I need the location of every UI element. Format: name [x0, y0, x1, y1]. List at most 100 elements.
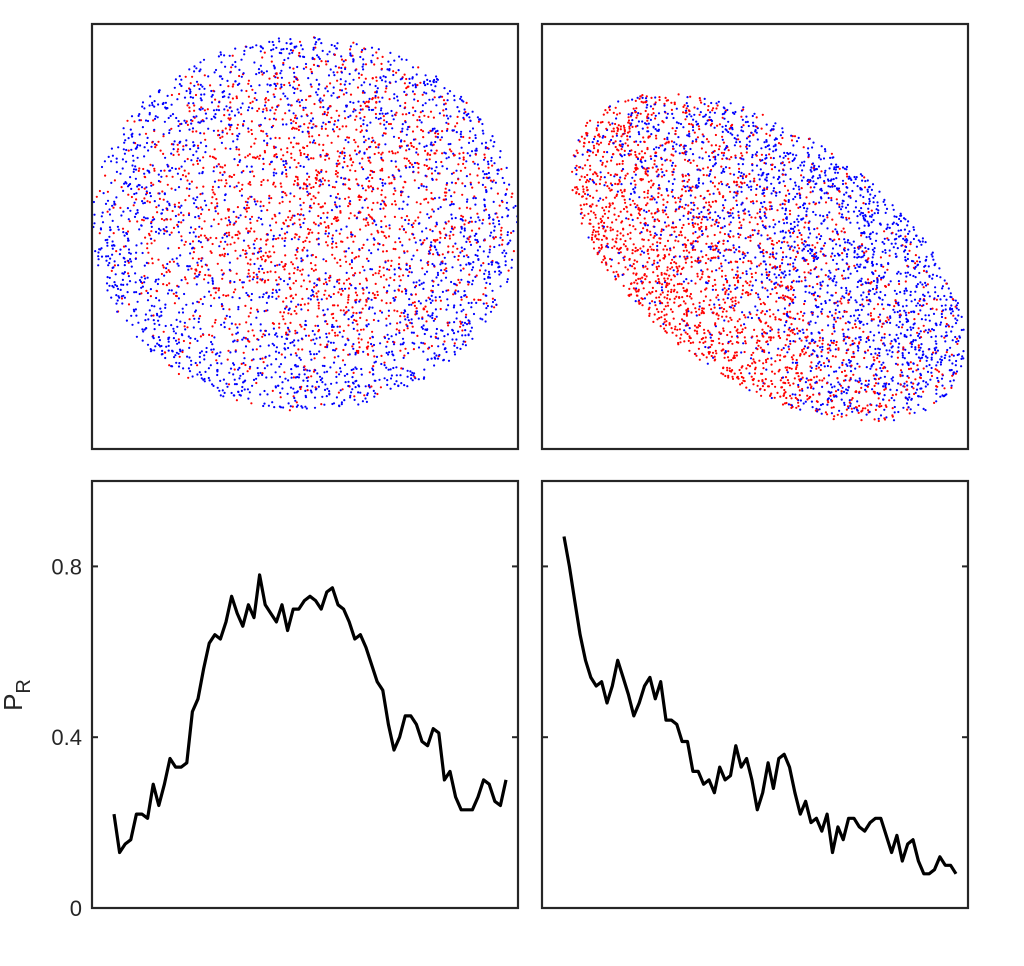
scatter-point-blue — [459, 231, 462, 234]
scatter-point-blue — [433, 364, 436, 367]
scatter-point-red — [209, 236, 212, 239]
scatter-point-red — [115, 250, 118, 253]
scatter-point-blue — [417, 346, 421, 349]
scatter-point-red — [162, 152, 165, 155]
scatter-point-red — [370, 233, 373, 236]
scatter-point-blue — [331, 402, 334, 406]
scatter-point-blue — [498, 223, 501, 226]
scatter-point-red — [450, 200, 453, 203]
scatter-point-blue — [144, 319, 147, 322]
scatter-point-red — [313, 58, 316, 61]
scatter-point-blue — [442, 359, 445, 362]
scatter-point-blue — [236, 135, 240, 138]
scatter-point-red — [441, 253, 444, 256]
scatter-point-red — [439, 232, 442, 235]
scatter-point-red — [342, 348, 345, 352]
scatter-point-blue — [291, 51, 294, 54]
scatter-point-blue — [486, 304, 489, 308]
scatter-point-blue — [399, 321, 402, 324]
scatter-point-blue — [362, 168, 365, 171]
scatter-point-red — [207, 274, 210, 277]
scatter-point-blue — [233, 158, 236, 161]
scatter-point-red — [288, 200, 291, 203]
scatter-point-red — [367, 159, 370, 162]
scatter-point-blue — [431, 262, 434, 266]
scatter-point-red — [323, 221, 326, 224]
scatter-point-blue — [168, 169, 171, 172]
scatter-point-red — [182, 214, 185, 217]
scatter-point-red — [457, 178, 460, 181]
scatter-point-red — [245, 227, 248, 230]
scatter-point-blue — [315, 380, 319, 383]
scatter-point-blue — [503, 255, 506, 258]
scatter-point-blue — [399, 78, 402, 81]
scatter-point-red — [153, 169, 156, 172]
scatter-point-blue — [261, 373, 264, 376]
scatter-point-blue — [163, 232, 166, 235]
scatter-point-red — [262, 333, 265, 336]
scatter-point-red — [309, 68, 312, 71]
scatter-point-red — [367, 156, 370, 159]
scatter-point-blue — [474, 197, 477, 200]
scatter-point-blue — [317, 385, 320, 388]
scatter-point-red — [143, 175, 146, 178]
scatter-point-blue — [343, 151, 346, 154]
scatter-point-blue — [235, 146, 238, 149]
scatter-point-blue — [460, 226, 463, 229]
scatter-point-blue — [429, 301, 432, 304]
scatter-point-blue — [315, 283, 318, 287]
scatter-point-blue — [343, 313, 346, 316]
scatter-point-red — [726, 366, 729, 369]
scatter-point-blue — [343, 374, 346, 377]
scatter-point-blue — [490, 263, 493, 266]
scatter-point-blue — [295, 100, 299, 103]
scatter-point-red — [230, 175, 233, 179]
scatter-point-blue — [237, 390, 240, 393]
scatter-point-red — [215, 359, 218, 362]
scatter-point-red — [425, 164, 428, 167]
scatter-point-red — [355, 298, 358, 301]
scatter-point-red — [146, 200, 149, 203]
scatter-point-red — [246, 262, 249, 265]
scatter-point-red — [302, 146, 305, 149]
scatter-point-blue — [270, 376, 273, 379]
scatter-point-red — [242, 123, 245, 126]
scatter-point-red — [247, 182, 250, 185]
scatter-point-blue — [398, 331, 401, 334]
scatter-point-blue — [375, 91, 378, 94]
scatter-point-red — [170, 231, 173, 234]
scatter-point-red — [414, 293, 417, 296]
scatter-point-blue — [360, 373, 363, 376]
scatter-point-red — [427, 115, 430, 118]
scatter-point-blue — [325, 332, 328, 335]
scatter-point-red — [326, 235, 330, 238]
scatter-point-blue — [467, 141, 471, 144]
scatter-point-blue — [498, 156, 502, 159]
scatter-point-blue — [423, 145, 426, 148]
scatter-point-red — [663, 318, 667, 321]
scatter-point-blue — [459, 251, 462, 254]
scatter-point-red — [257, 107, 261, 110]
scatter-point-blue — [458, 110, 461, 113]
scatter-point-red — [219, 165, 222, 168]
scatter-point-red — [432, 198, 435, 201]
scatter-point-blue — [151, 104, 154, 107]
scatter-point-blue — [349, 396, 352, 399]
scatter-point-red — [155, 144, 158, 147]
scatter-point-blue — [954, 322, 958, 325]
scatter-point-blue — [425, 328, 428, 332]
scatter-point-blue — [173, 86, 176, 89]
scatter-point-red — [180, 221, 183, 224]
scatter-point-red — [308, 135, 311, 138]
scatter-point-red — [845, 216, 848, 219]
scatter-point-red — [185, 187, 188, 190]
scatter-point-blue — [170, 152, 173, 155]
scatter-point-blue — [359, 55, 362, 59]
scatter-point-red — [241, 286, 244, 289]
scatter-point-blue — [138, 113, 141, 116]
scatter-point-blue — [140, 186, 144, 189]
scatter-point-red — [130, 195, 133, 199]
scatter-point-blue — [167, 247, 170, 250]
scatter-point-blue — [818, 156, 821, 159]
scatter-point-blue — [123, 264, 126, 267]
